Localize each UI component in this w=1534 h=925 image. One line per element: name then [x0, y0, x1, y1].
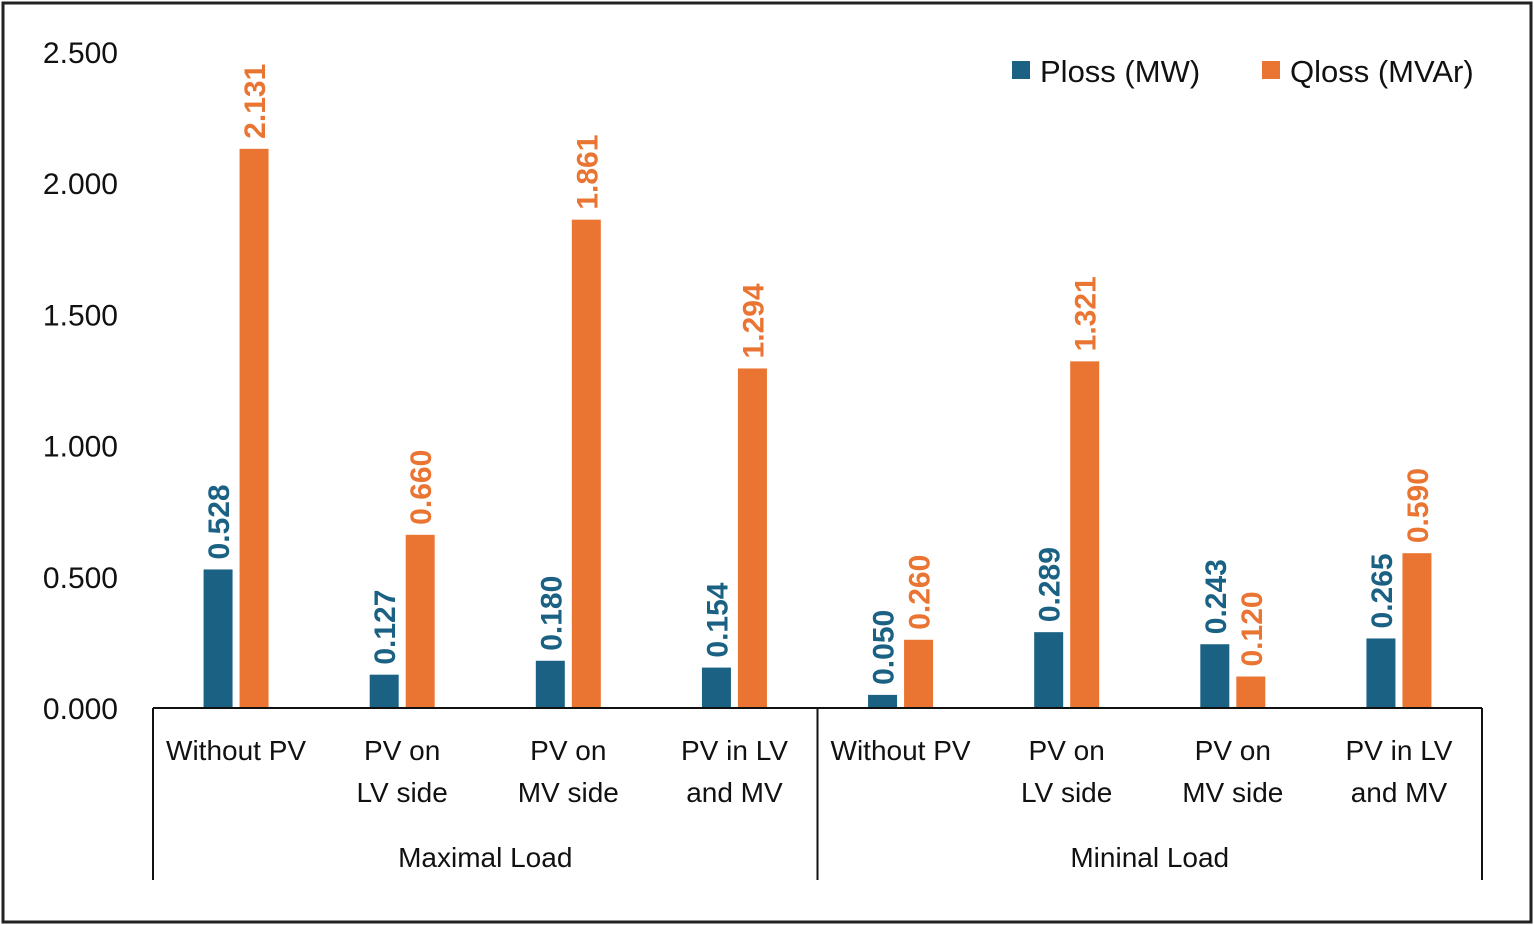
category-label: Without PV [831, 735, 971, 766]
y-tick-label: 0.000 [43, 693, 118, 726]
category-label: PV on MV side [518, 735, 619, 808]
data-label-ploss: 0.528 [203, 484, 236, 559]
y-tick-label: 1.500 [43, 299, 118, 332]
category-label: PV on MV side [1182, 735, 1283, 808]
category-label-line: PV on [364, 735, 440, 766]
category-label-line: PV in LV [1346, 735, 1453, 766]
category-label: PV on LV side [357, 735, 448, 808]
bar-qloss [1402, 553, 1432, 708]
y-axis-ticks: 0.000 0.500 1.000 1.500 2.000 2.500 [43, 37, 118, 726]
category-label-line: LV side [357, 777, 448, 808]
legend-swatch [1262, 61, 1280, 79]
data-label-qloss: 1.294 [737, 283, 770, 358]
category-label: Without PV [166, 735, 306, 766]
data-label-qloss: 0.590 [1402, 468, 1435, 543]
y-tick-label: 0.500 [43, 562, 118, 595]
y-tick-label: 2.000 [43, 168, 118, 201]
y-tick-label: 1.000 [43, 431, 118, 464]
category-label-line: PV on [530, 735, 606, 766]
category-label-line: Without PV [166, 735, 306, 766]
bar-ploss [203, 569, 233, 708]
bars [203, 148, 1432, 709]
legend-label: Qloss (MVAr) [1290, 54, 1474, 89]
legend: Ploss (MW) Qloss (MVAr) [1012, 54, 1474, 89]
bar-ploss [868, 694, 898, 708]
legend-swatch [1012, 61, 1030, 79]
category-label: PV on LV side [1021, 735, 1112, 808]
data-label-qloss: 2.131 [239, 64, 272, 139]
bar-qloss [405, 534, 435, 708]
bar-qloss [239, 148, 269, 708]
category-label-line: MV side [1182, 777, 1283, 808]
data-label-qloss: 1.861 [571, 135, 604, 210]
bar-ploss [535, 660, 565, 708]
y-tick-label: 2.500 [43, 37, 118, 70]
data-label-ploss: 0.243 [1200, 559, 1233, 634]
data-label-ploss: 0.154 [701, 582, 734, 657]
category-label-line: Without PV [831, 735, 971, 766]
data-label-ploss: 0.265 [1366, 553, 1399, 628]
category-label-line: and MV [1351, 777, 1448, 808]
bar-qloss [1236, 676, 1266, 708]
category-label-line: PV on [1195, 735, 1271, 766]
bar-qloss [571, 219, 601, 709]
data-label-ploss: 0.050 [868, 610, 901, 685]
data-label-qloss: 0.260 [904, 555, 937, 630]
x-axis: Without PV PV on LV side PV on MV side PV in … [152, 707, 1483, 880]
bar-ploss [701, 667, 731, 708]
data-label-qloss: 0.120 [1236, 591, 1269, 666]
bar-ploss [1034, 632, 1064, 708]
data-label-ploss: 0.180 [535, 576, 568, 651]
category-label-line: PV on [1029, 735, 1105, 766]
legend-label: Ploss (MW) [1040, 54, 1200, 89]
category-label-line: PV in LV [681, 735, 788, 766]
data-label-ploss: 0.127 [369, 590, 402, 665]
group-label: Mininal Load [1070, 842, 1229, 873]
data-label-ploss: 0.289 [1034, 547, 1067, 622]
category-label-line: LV side [1021, 777, 1112, 808]
bar-qloss [737, 368, 767, 708]
category-label: PV in LV and MV [1346, 735, 1453, 808]
data-labels: 0.528 0.127 0.180 0.154 0.050 0.289 0.243 0.265… [203, 64, 1435, 685]
bar-qloss [904, 639, 934, 708]
category-label-line: and MV [686, 777, 783, 808]
data-label-qloss: 0.660 [405, 450, 438, 525]
category-label-line: MV side [518, 777, 619, 808]
bar-ploss [1366, 638, 1396, 708]
data-label-qloss: 1.321 [1070, 276, 1103, 351]
bar-ploss [369, 674, 399, 708]
category-label: PV in LV and MV [681, 735, 788, 808]
bar-qloss [1070, 361, 1100, 708]
bar-ploss [1200, 644, 1230, 708]
group-label: Maximal Load [398, 842, 572, 873]
